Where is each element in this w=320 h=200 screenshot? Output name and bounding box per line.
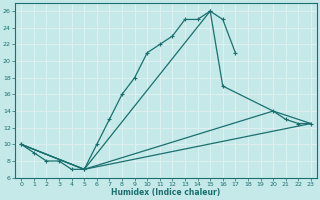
X-axis label: Humidex (Indice chaleur): Humidex (Indice chaleur): [111, 188, 221, 197]
